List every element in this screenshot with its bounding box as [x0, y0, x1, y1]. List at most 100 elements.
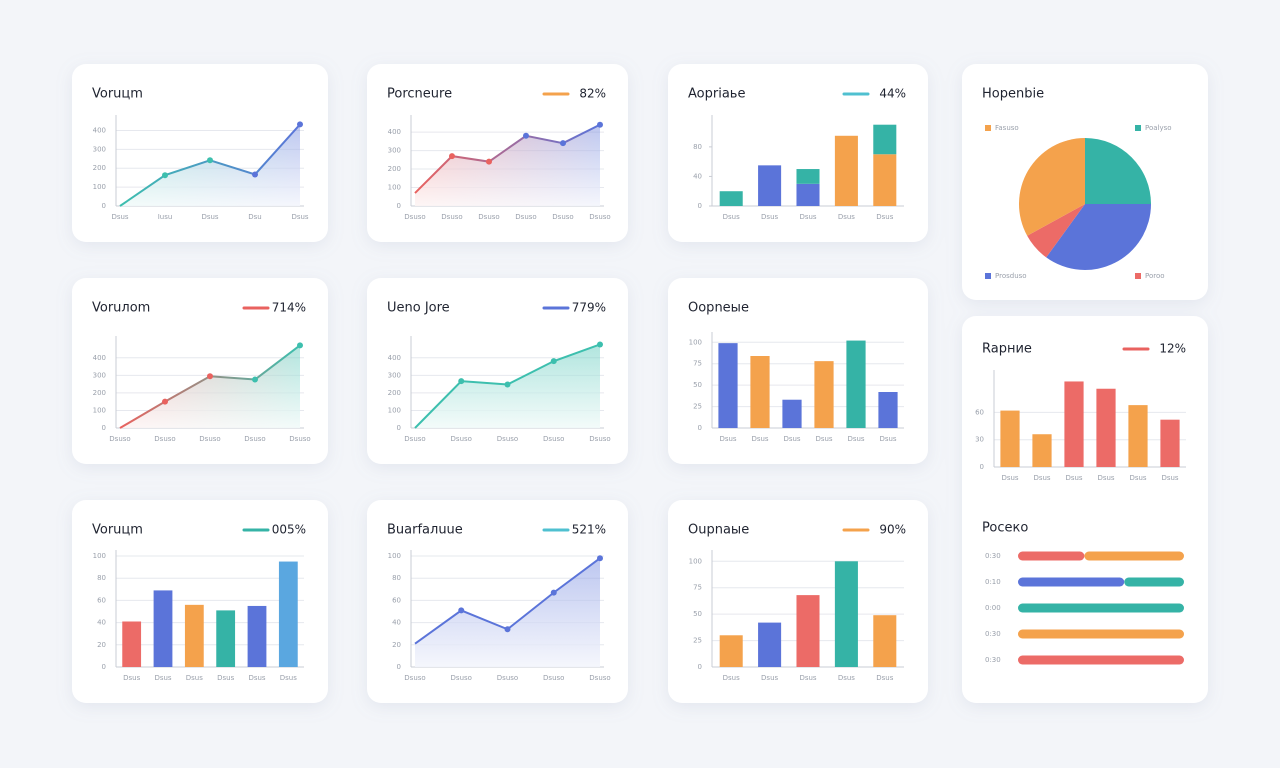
point: [486, 158, 492, 165]
badge-value: 82%: [579, 87, 606, 101]
y-tick-label: 0: [102, 663, 106, 671]
progress-segment: [1018, 629, 1184, 639]
badge-value: 521%: [572, 523, 606, 537]
x-tick-label: Dsus: [723, 213, 740, 221]
progress-segment: [1084, 551, 1184, 561]
x-tick-label: Dsuso: [589, 674, 610, 682]
chart-title: Voruлom: [92, 301, 150, 316]
x-tick-label: Dsuso: [404, 674, 425, 682]
area-fade: [120, 124, 300, 206]
x-tick-label: Dsuso: [404, 213, 425, 221]
x-tick-label: Dsus: [783, 435, 800, 443]
y-tick-label: 0: [698, 663, 702, 671]
badge-value: 90%: [879, 523, 906, 537]
pie-slice: [1027, 204, 1085, 258]
x-tick-label: Dsuso: [244, 435, 265, 443]
y-tick-label: 100: [388, 552, 401, 560]
y-tick-label: 100: [388, 406, 401, 414]
chart-title: Voruцm: [92, 87, 143, 102]
bar: [758, 622, 782, 667]
row-label: 0:30: [985, 656, 1001, 664]
point: [523, 132, 529, 139]
x-tick-label: Dsu: [248, 213, 261, 221]
x-tick-label: Dsuso: [109, 435, 130, 443]
y-tick-label: 100: [388, 184, 401, 192]
badge-value: 44%: [879, 87, 906, 101]
x-tick-label: Dsuso: [404, 435, 425, 443]
point: [597, 341, 603, 348]
x-tick-label: Dsus: [123, 674, 140, 682]
x-tick-label: Dsuso: [451, 435, 472, 443]
bar-segment: [834, 135, 858, 206]
y-tick-label: 75: [693, 584, 702, 592]
y-tick-label: 75: [693, 360, 702, 368]
x-tick-label: Dsus: [248, 674, 265, 682]
badge-value: 12%: [1159, 342, 1186, 356]
progress-segment: [1018, 577, 1125, 587]
point: [207, 373, 213, 380]
bar: [873, 615, 897, 667]
bar: [1128, 405, 1148, 467]
x-tick-label: Dsus: [1001, 474, 1018, 482]
x-tick-label: Dsus: [838, 674, 855, 682]
y-tick-label: 400: [93, 126, 106, 134]
y-tick-label: 0: [397, 424, 401, 432]
y-tick-label: 60: [392, 596, 401, 604]
point: [597, 121, 603, 128]
row-label: 0:30: [985, 630, 1001, 638]
legend-label: Poalyso: [1145, 124, 1172, 132]
point: [597, 555, 603, 562]
x-tick-label: Dsus: [111, 213, 128, 221]
bar: [878, 392, 898, 428]
point: [504, 626, 511, 633]
bar: [1064, 381, 1084, 467]
chart-title: Hopenbie: [982, 87, 1044, 102]
progress-segment: [1018, 551, 1085, 561]
y-tick-label: 400: [388, 354, 401, 362]
area-fade: [120, 345, 300, 428]
legend-swatch: [985, 273, 991, 279]
y-tick-label: 60: [97, 596, 106, 604]
point: [297, 121, 303, 128]
legend-label: Prosduso: [995, 272, 1027, 280]
legend-label: Poroo: [1145, 272, 1165, 280]
row-label: 0:30: [985, 552, 1001, 560]
y-tick-label: 100: [93, 406, 106, 414]
y-tick-label: 25: [693, 403, 702, 411]
y-tick-label: 0: [980, 463, 984, 471]
x-tick-label: Dsuso: [497, 435, 518, 443]
point: [458, 378, 465, 385]
y-tick-label: 100: [93, 552, 106, 560]
y-tick-label: 300: [93, 371, 106, 379]
y-tick-label: 0: [102, 202, 106, 210]
y-tick-label: 0: [698, 202, 702, 210]
y-tick-label: 200: [93, 389, 106, 397]
x-tick-label: Dsus: [1129, 474, 1146, 482]
point: [560, 140, 566, 147]
bar: [1000, 410, 1020, 467]
y-tick-label: 0: [102, 424, 106, 432]
y-tick-label: 0: [397, 202, 401, 210]
chart-title: Pocеко: [982, 521, 1028, 536]
bar: [718, 343, 738, 428]
bar: [750, 356, 770, 428]
x-tick-label: Dsus: [1097, 474, 1114, 482]
point: [297, 342, 303, 349]
x-tick-label: Dsus: [799, 213, 816, 221]
bar-segment: [796, 169, 820, 184]
chart: Voruлom 714% 0 100 200 300 400 Dsuso Dsuso Dsuso D…: [92, 301, 311, 444]
y-tick-label: 0: [698, 424, 702, 432]
x-tick-label: Dsus: [879, 435, 896, 443]
badge-value: 005%: [272, 523, 306, 537]
point: [550, 589, 557, 596]
chart-title: Oupnaыe: [688, 523, 749, 538]
x-tick-label: Dsus: [799, 674, 816, 682]
chart: Pocеко 0:30 0:10 0:00 0:30 0:30: [982, 521, 1184, 665]
pie-slice: [1046, 204, 1151, 270]
line: [414, 123, 601, 194]
y-tick-label: 300: [93, 145, 106, 153]
y-tick-label: 100: [689, 338, 702, 346]
progress-segment: [1124, 577, 1184, 587]
point: [504, 381, 511, 388]
bar-segment: [796, 183, 820, 206]
